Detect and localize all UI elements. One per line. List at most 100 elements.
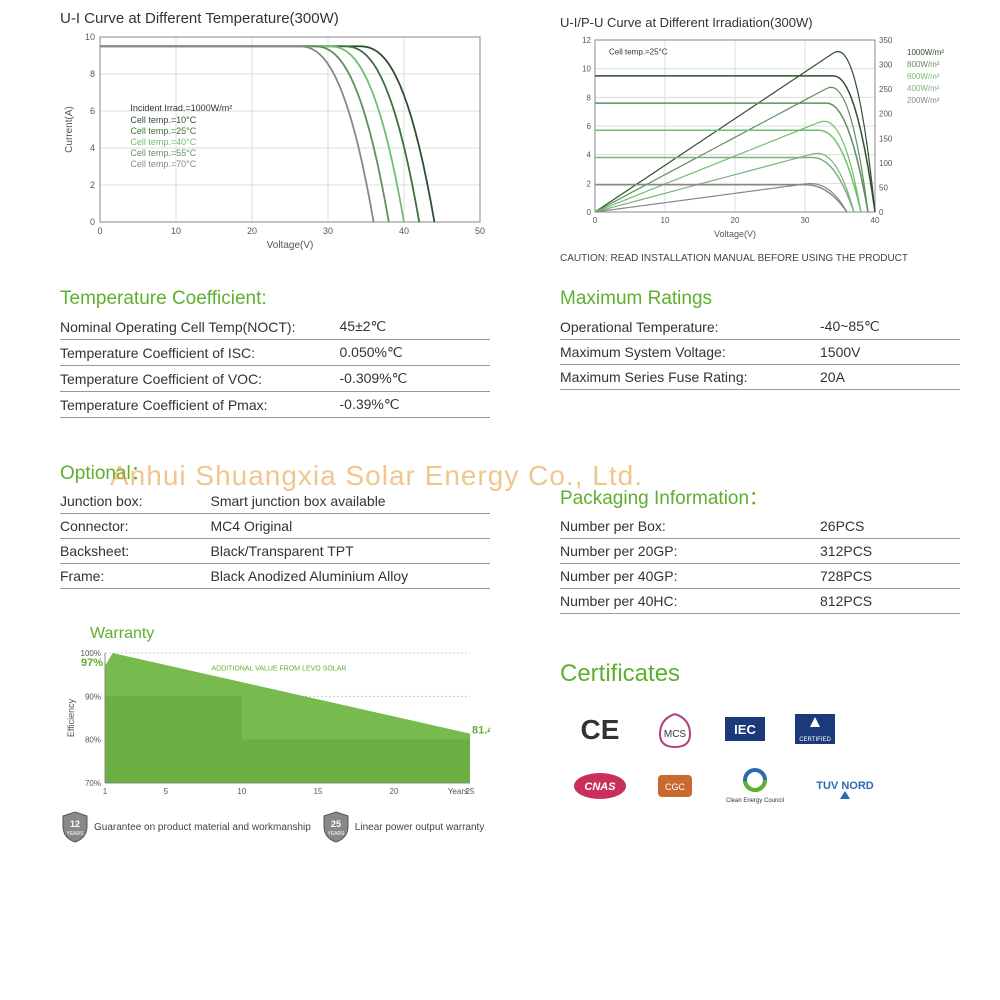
svg-text:Voltage(V): Voltage(V) (267, 240, 314, 251)
cert-iec-icon: IEC (720, 709, 770, 754)
svg-text:10: 10 (582, 65, 591, 74)
svg-text:12: 12 (582, 36, 591, 45)
table-row: Backsheet:Black/Transparent TPT (60, 539, 490, 564)
svg-text:150: 150 (879, 134, 893, 143)
svg-text:10: 10 (85, 32, 95, 42)
chart1-title: U-I Curve at Different Temperature(300W) (60, 10, 490, 27)
table-row: Maximum System Voltage:1500V (560, 340, 960, 365)
svg-text:0: 0 (97, 226, 102, 236)
svg-text:800W/m²: 800W/m² (907, 60, 940, 69)
svg-text:100: 100 (879, 159, 893, 168)
svg-text:Incident Irrad.=1000W/m²: Incident Irrad.=1000W/m² (130, 103, 232, 113)
table-row: Temperature Coefficient of ISC:0.050%℃ (60, 340, 490, 366)
table-row: Junction box:Smart junction box availabl… (60, 489, 490, 514)
svg-text:YEARS: YEARS (327, 831, 345, 837)
svg-text:12: 12 (70, 819, 80, 829)
svg-text:0: 0 (879, 208, 884, 217)
svg-text:30: 30 (323, 226, 333, 236)
svg-text:CE: CE (581, 714, 620, 745)
svg-text:2: 2 (587, 179, 592, 188)
svg-text:90%: 90% (85, 692, 101, 701)
svg-text:0: 0 (587, 208, 592, 217)
cert-ce-icon: CE (570, 709, 630, 754)
svg-text:10: 10 (237, 787, 246, 796)
svg-text:ADDITIONAL VALUE FROM LEVO SOL: ADDITIONAL VALUE FROM LEVO SOLAR (211, 665, 346, 672)
svg-text:20: 20 (390, 787, 399, 796)
svg-text:10: 10 (661, 216, 670, 225)
svg-text:0: 0 (593, 216, 598, 225)
cert-mcs-icon: MCS (650, 709, 700, 754)
svg-text:YEARS: YEARS (67, 831, 85, 837)
cert-tuvnord-icon: TUV NORD (810, 769, 880, 809)
chart1: 010203040500246810Voltage(V)Current(A)In… (60, 27, 490, 252)
svg-text:97%: 97% (81, 657, 103, 669)
svg-text:IEC: IEC (734, 722, 756, 737)
table-row: Temperature Coefficient of VOC:-0.309%℃ (60, 366, 490, 392)
cert-cec-icon: Clean Energy Council (720, 766, 790, 811)
table-row: Temperature Coefficient of Pmax:-0.39%℃ (60, 392, 490, 418)
svg-text:Clean Energy Council: Clean Energy Council (726, 798, 784, 804)
table-row: Nominal Operating Cell Temp(NOCT):45±2℃ (60, 314, 490, 340)
svg-text:6: 6 (90, 106, 95, 116)
svg-text:8: 8 (90, 69, 95, 79)
cert-logos: CE MCS IEC CERTIFIED CNAS CGC Clean Energy Cou… (560, 703, 960, 817)
table-row: Connector:MC4 Original (60, 514, 490, 539)
svg-text:4: 4 (587, 151, 592, 160)
svg-text:80%: 80% (85, 736, 101, 745)
svg-text:10: 10 (171, 226, 181, 236)
svg-text:30: 30 (801, 216, 810, 225)
svg-text:Cell temp.=70°C: Cell temp.=70°C (130, 159, 196, 169)
cert-cgc-icon: CGC (650, 769, 700, 809)
table-row: Frame:Black Anodized Aluminium Alloy (60, 564, 490, 589)
svg-text:2: 2 (90, 180, 95, 190)
svg-text:Years: Years (448, 787, 468, 796)
shield-12-icon: 12 YEARS (60, 810, 90, 844)
tempcoeff-table: Nominal Operating Cell Temp(NOCT):45±2℃T… (60, 314, 490, 418)
svg-text:Current(A): Current(A) (64, 106, 75, 153)
svg-text:6: 6 (587, 122, 592, 131)
warranty-chart: 70%80%90%100%151015202597%81.4%ADDITIONA… (60, 643, 490, 803)
svg-text:4: 4 (90, 143, 95, 153)
svg-text:200: 200 (879, 110, 893, 119)
svg-text:Cell temp.=25°C: Cell temp.=25°C (130, 126, 196, 136)
svg-text:15: 15 (313, 787, 322, 796)
certificates-title: Certificates (560, 660, 960, 688)
warranty-title: Warranty (90, 625, 490, 643)
svg-text:Efficiency: Efficiency (66, 698, 76, 737)
svg-text:1: 1 (103, 787, 108, 796)
packaging-title: Packaging Information： (560, 483, 960, 510)
table-row: Number per 20GP:312PCS (560, 539, 960, 564)
maxratings-title: Maximum Ratings (560, 288, 960, 310)
cert-cnas-icon: CNAS (570, 769, 630, 809)
cert-tuv-icon: CERTIFIED (790, 709, 840, 754)
table-row: Number per 40HC:812PCS (560, 589, 960, 614)
svg-text:8: 8 (587, 93, 592, 102)
svg-text:MCS: MCS (664, 729, 687, 740)
packaging-table: Number per Box:26PCSNumber per 20GP:312P… (560, 514, 960, 614)
svg-text:CERTIFIED: CERTIFIED (799, 737, 831, 743)
maxratings-table: Operational Temperature:-40~85℃Maximum S… (560, 314, 960, 390)
optional-title: Optional： (60, 458, 490, 485)
svg-text:Cell temp.=55°C: Cell temp.=55°C (130, 148, 196, 158)
svg-text:Cell temp.=10°C: Cell temp.=10°C (130, 115, 196, 125)
svg-text:50: 50 (879, 183, 888, 192)
chart2-title: U-I/P-U Curve at Different Irradiation(3… (560, 15, 960, 30)
svg-text:1000W/m²: 1000W/m² (907, 48, 944, 57)
svg-text:350: 350 (879, 36, 893, 45)
table-row: Number per Box:26PCS (560, 514, 960, 539)
svg-text:40: 40 (399, 226, 409, 236)
svg-text:CNAS: CNAS (584, 781, 616, 793)
warranty-badge1-text: Guarantee on product material and workma… (94, 822, 311, 833)
svg-text:CGC: CGC (665, 782, 686, 792)
svg-text:81.4%: 81.4% (472, 725, 490, 737)
svg-text:20: 20 (247, 226, 257, 236)
table-row: Operational Temperature:-40~85℃ (560, 314, 960, 340)
svg-text:25: 25 (331, 819, 341, 829)
svg-text:Cell temp.=40°C: Cell temp.=40°C (130, 137, 196, 147)
svg-text:70%: 70% (85, 779, 101, 788)
chart2: 010203040024681012050100150200250300350V… (560, 30, 960, 240)
warranty-badge2-text: Linear power output warranty (355, 822, 485, 833)
svg-text:300: 300 (879, 61, 893, 70)
svg-text:Cell temp.=25°C: Cell temp.=25°C (609, 47, 668, 56)
svg-text:600W/m²: 600W/m² (907, 72, 940, 81)
